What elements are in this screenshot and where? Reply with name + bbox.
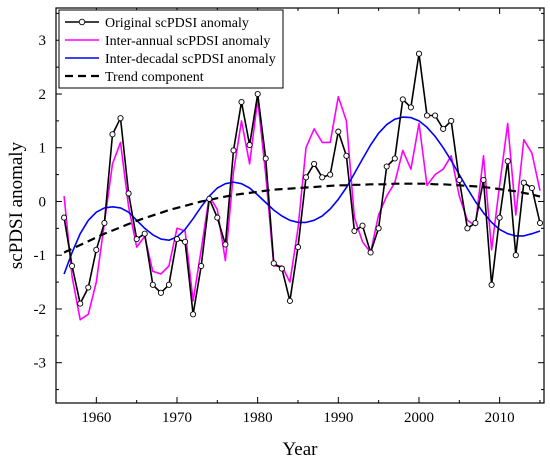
plot-frame bbox=[55, 7, 545, 404]
data-point bbox=[351, 227, 358, 235]
data-point bbox=[133, 236, 140, 243]
x-tick-label: 2010 bbox=[485, 410, 515, 426]
data-point bbox=[383, 163, 390, 170]
data-point bbox=[343, 152, 350, 159]
series-line-3 bbox=[63, 116, 541, 275]
data-point bbox=[117, 115, 124, 122]
data-point bbox=[109, 131, 116, 138]
legend-marker bbox=[78, 18, 86, 26]
data-point bbox=[101, 219, 108, 227]
data-point bbox=[173, 236, 181, 243]
data-point bbox=[93, 246, 100, 253]
data-point bbox=[319, 174, 326, 181]
y-tick-label: 3 bbox=[39, 33, 47, 49]
data-point bbox=[270, 260, 277, 267]
data-point bbox=[278, 265, 285, 272]
data-point bbox=[399, 96, 406, 103]
data-point bbox=[423, 112, 431, 119]
legend-label-4: Trend component bbox=[105, 70, 204, 85]
data-point bbox=[496, 214, 503, 221]
data-point bbox=[141, 230, 148, 237]
data-point bbox=[165, 281, 172, 288]
legend-label-2: Inter-annual scPDSI anomaly bbox=[105, 34, 270, 49]
data-point bbox=[294, 244, 302, 251]
data-point bbox=[480, 176, 487, 184]
y-tick-label: 1 bbox=[39, 141, 47, 157]
x-tick-label: 1980 bbox=[243, 410, 273, 426]
data-point bbox=[246, 141, 253, 149]
data-point bbox=[149, 281, 156, 288]
data-point bbox=[432, 112, 439, 119]
data-point bbox=[85, 284, 92, 291]
data-point bbox=[182, 238, 189, 245]
y-tick-label: -1 bbox=[34, 248, 47, 264]
data-point bbox=[440, 125, 447, 132]
data-point bbox=[327, 171, 334, 178]
y-tick-label: -2 bbox=[34, 302, 47, 318]
data-point bbox=[488, 281, 495, 288]
data-point bbox=[520, 179, 527, 186]
y-axis-title: scPDSI anomaly bbox=[6, 141, 27, 269]
data-point bbox=[198, 262, 205, 270]
data-point bbox=[536, 219, 544, 227]
y-tick-label: -3 bbox=[34, 356, 47, 372]
x-tick-label: 2000 bbox=[404, 410, 434, 426]
data-point bbox=[528, 184, 535, 192]
data-point bbox=[512, 252, 519, 259]
data-point bbox=[286, 297, 293, 304]
ticks-layer: 1960 1970 1980 1990 2000 2010 -3 -2 -1 0 1 2 3 bbox=[34, 8, 544, 426]
x-tick-label: 1970 bbox=[162, 410, 192, 426]
data-point bbox=[77, 300, 84, 307]
data-point bbox=[464, 225, 471, 232]
data-point bbox=[69, 262, 76, 270]
data-point bbox=[206, 195, 213, 202]
data-point bbox=[448, 117, 455, 124]
data-point bbox=[302, 174, 310, 181]
legend-label-1: Original scPDSI anomaly bbox=[105, 16, 249, 31]
data-point bbox=[335, 128, 342, 135]
legend-label-3: Inter-decadal scPDSI anomaly bbox=[105, 52, 276, 67]
data-point bbox=[407, 104, 414, 111]
x-axis-title: Year bbox=[282, 439, 318, 460]
data-point bbox=[214, 214, 221, 221]
data-point bbox=[359, 222, 366, 229]
data-point bbox=[190, 311, 197, 318]
data-point bbox=[230, 147, 237, 154]
data-point bbox=[157, 289, 164, 296]
series-layer bbox=[61, 50, 544, 321]
data-point bbox=[367, 249, 374, 256]
data-point bbox=[262, 155, 269, 162]
legend: Original scPDSI anomaly Inter-annual scPD… bbox=[58, 9, 284, 89]
data-point bbox=[415, 50, 423, 57]
data-point bbox=[472, 219, 479, 227]
data-point bbox=[311, 160, 318, 167]
data-point bbox=[222, 241, 229, 248]
x-tick-label: 1960 bbox=[81, 410, 111, 426]
data-point bbox=[375, 225, 382, 232]
data-point bbox=[391, 155, 398, 162]
data-point bbox=[456, 176, 463, 184]
y-tick-label: 0 bbox=[39, 194, 47, 210]
data-point bbox=[238, 98, 245, 106]
data-point bbox=[254, 90, 261, 98]
y-tick-label: 2 bbox=[39, 87, 47, 103]
data-point bbox=[125, 190, 132, 197]
x-tick-label: 1990 bbox=[323, 410, 353, 426]
data-point bbox=[61, 214, 68, 221]
data-point bbox=[504, 158, 511, 165]
